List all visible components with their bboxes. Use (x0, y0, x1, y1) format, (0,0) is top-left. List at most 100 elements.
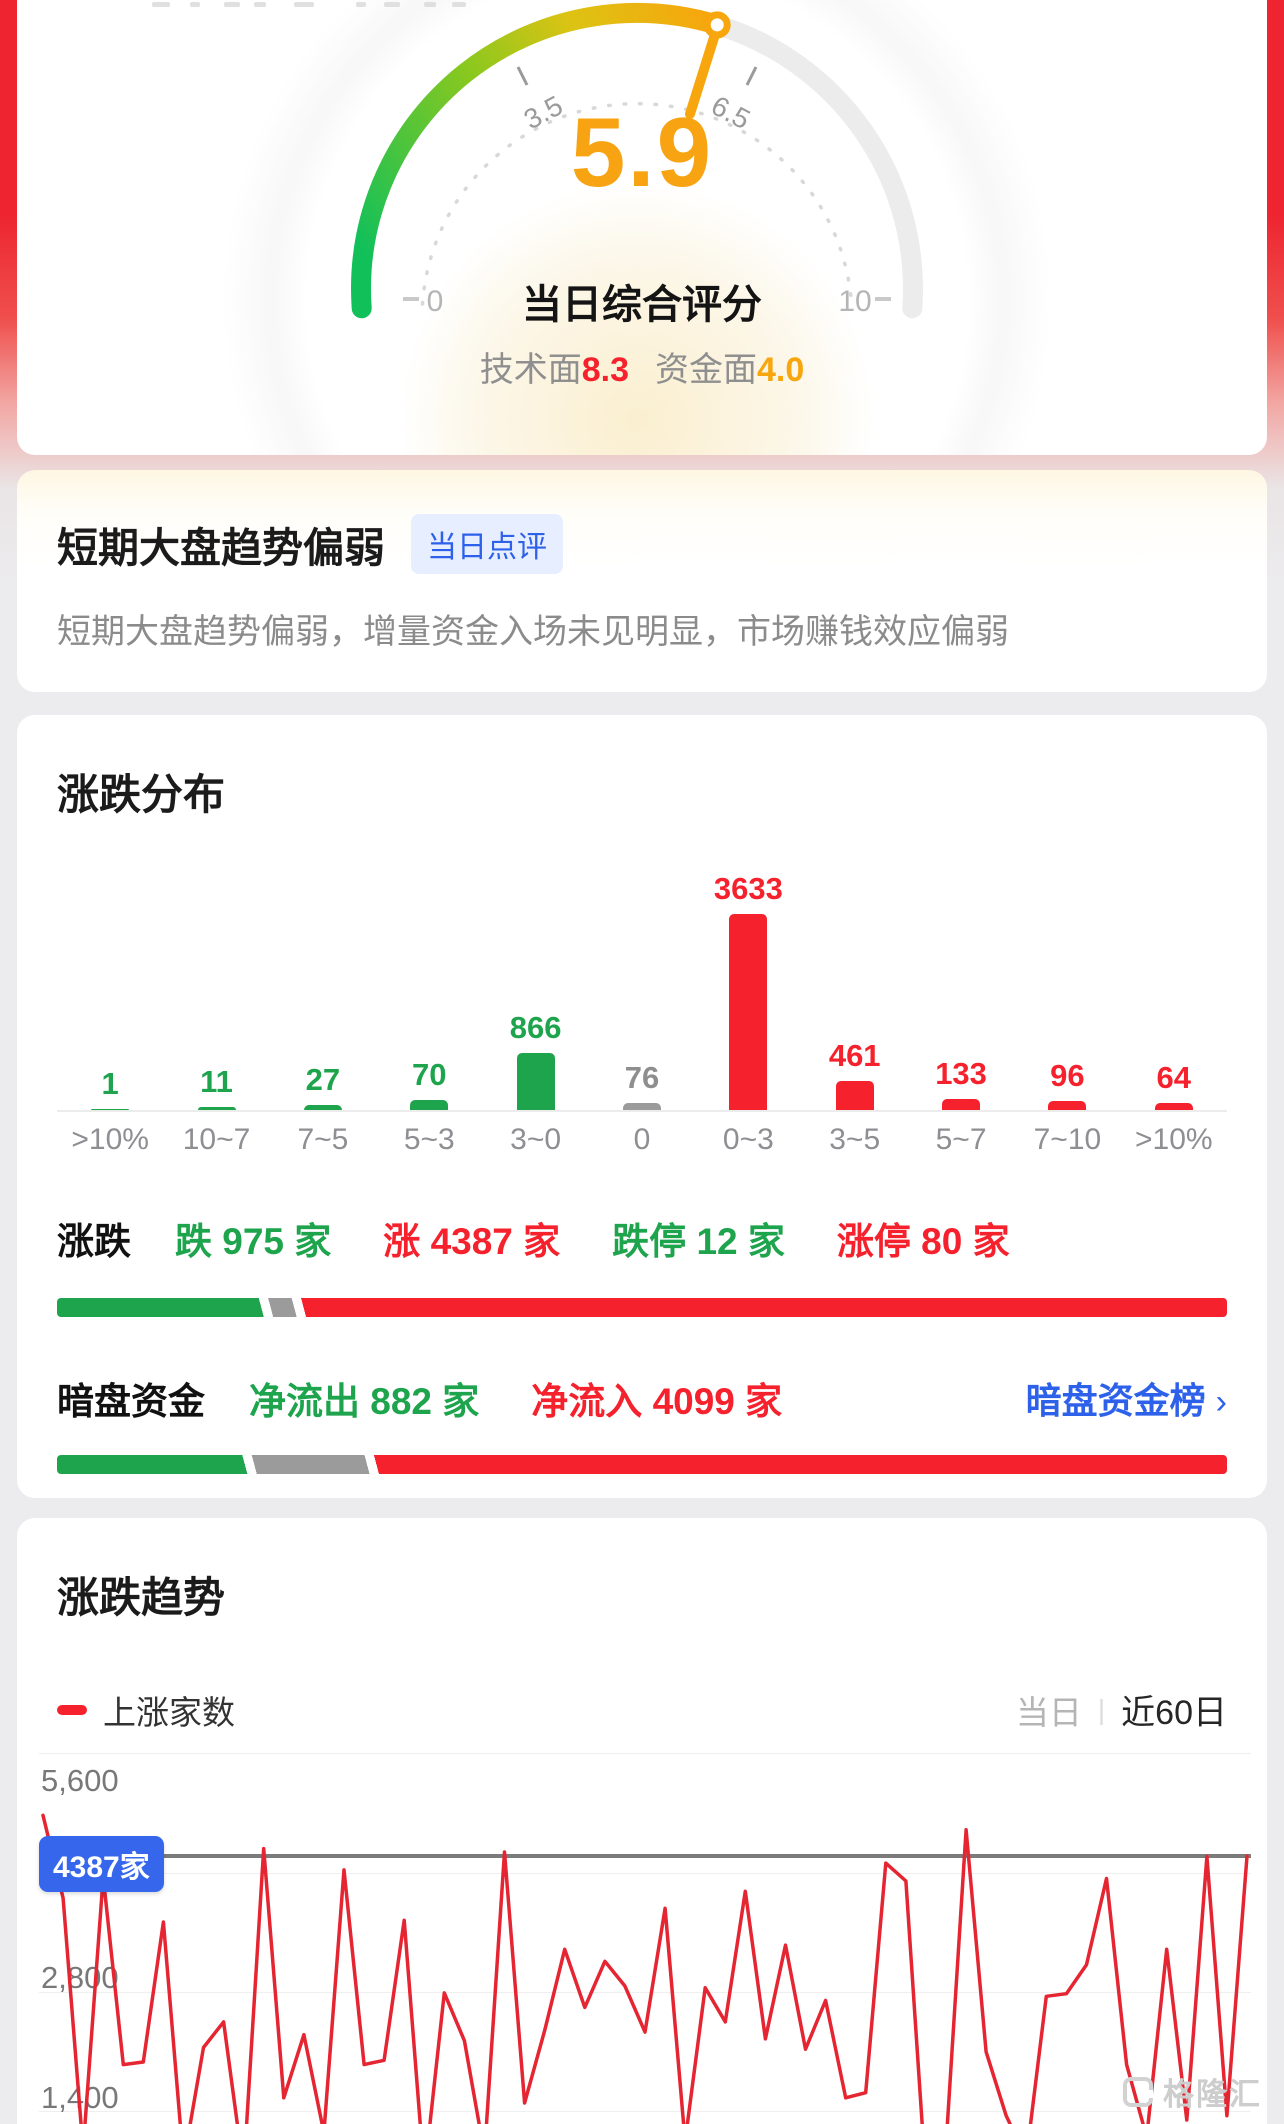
clipped-header-fragments (152, 2, 466, 7)
current-value-line (145, 1854, 1251, 1858)
gauge-value-arc (351, 3, 728, 319)
bar (835, 1081, 874, 1110)
trend-legend-row: 上涨家数 当日 | 近60日 (57, 1685, 1227, 1734)
bar-column: 3633 (695, 871, 801, 1110)
dark-pool-label: 暗盘资金 (57, 1381, 205, 1422)
score-gauge-card: 3.5 6.5 0 10 5.9 当日综合评分 技术面8.3 资金面4.0 (17, 0, 1267, 455)
bar-value: 11 (200, 1064, 233, 1099)
bar-value: 76 (624, 1060, 660, 1095)
fund-label: 资金面 (655, 351, 757, 389)
bar-category-label: 10~7 (182, 1123, 251, 1156)
composite-score-value: 5.9 (570, 97, 714, 207)
stat-item: 净流入 4099 家 (531, 1381, 783, 1422)
updown-stats-row: 涨跌 跌 975 家 涨 4387 家 跌停 12 家 涨停 80 家 (57, 1211, 1227, 1265)
bar-column: 70 (376, 1057, 482, 1110)
updown-progress-bar (57, 1298, 1227, 1317)
bar-value: 96 (1050, 1058, 1085, 1093)
stat-item: 跌 975 家 (175, 1221, 332, 1262)
bar-value: 3633 (713, 871, 783, 906)
gauge-tick-6-5 (745, 66, 758, 86)
bar (410, 1100, 449, 1110)
bar-value: 64 (1156, 1060, 1192, 1095)
bar-column: 96 (1014, 1058, 1120, 1110)
dark-pool-rank-link[interactable]: 暗盘资金榜 › (1025, 1380, 1227, 1421)
daily-comment-card: 短期大盘趋势偏弱 当日点评 短期大盘趋势偏弱，增量资金入场未见明显，市场赚钱效应… (17, 470, 1267, 692)
bar (516, 1053, 555, 1110)
bar-category-label: 5~7 (935, 1123, 987, 1156)
gauge-glow (17, 0, 1267, 455)
bar (1154, 1103, 1193, 1110)
stat-item: 净流出 882 家 (249, 1381, 480, 1422)
tab-separator: | (1097, 1693, 1106, 1725)
gauge-needle-dot (703, 11, 731, 39)
tab-today[interactable]: 当日 (1015, 1693, 1082, 1731)
y-tick-2800: 2,800 (41, 1960, 119, 1995)
range-tabs: 当日 | 近60日 (1016, 1685, 1227, 1734)
trend-title: 涨跌趋势 (57, 1574, 226, 1621)
gauge-max-label: 10 (838, 285, 871, 318)
bar (197, 1107, 236, 1110)
bar (729, 914, 768, 1110)
bar-column: 76 (589, 1060, 695, 1110)
distribution-axis (57, 1110, 1227, 1112)
fund-value: 4.0 (757, 351, 805, 389)
daily-comment-badge: 当日点评 (411, 514, 563, 574)
bar-column: 866 (482, 1010, 588, 1110)
bar-column: 11 (163, 1064, 269, 1110)
comment-header: 短期大盘趋势偏弱 当日点评 (57, 514, 1227, 574)
bar (303, 1105, 342, 1110)
tech-value: 8.3 (581, 351, 629, 389)
current-value-badge: 4387家 (39, 1836, 164, 1892)
y-tick-5600: 5,600 (41, 1763, 119, 1798)
gridline-4200 (39, 1873, 1251, 1874)
bar-category-label: 3~5 (829, 1123, 881, 1156)
updown-trend-card: 涨跌趋势 上涨家数 当日 | 近60日 5,600 2,800 1,400 (17, 1518, 1267, 2124)
bar-category-label: 3~0 (510, 1123, 562, 1156)
stat-item: 涨 4387 家 (383, 1221, 561, 1262)
dark-pool-stats-row: 暗盘资金 净流出 882 家 净流入 4099 家 暗盘资金榜 › (57, 1371, 1227, 1425)
bar-category-label: >10% (71, 1123, 149, 1156)
distribution-title: 涨跌分布 (57, 771, 226, 818)
bar-category-label: 0 (633, 1123, 651, 1156)
gauge-needle (685, 23, 722, 119)
updown-label: 涨跌 (57, 1221, 131, 1262)
updown-distribution-card: 涨跌分布 1 11 27 70 866 76 3633 461 133 96 64 >10% 10~7… (17, 715, 1267, 1498)
bar-category-label: 7~5 (297, 1123, 349, 1156)
tab-60days[interactable]: 近60日 (1121, 1694, 1227, 1732)
advancers-line (41, 1813, 1249, 2124)
bar-value: 27 (305, 1062, 341, 1097)
dark-pool-progress-bar (57, 1455, 1227, 1474)
bar-column: 1 (57, 1066, 163, 1110)
bar-column: 27 (270, 1062, 376, 1110)
bar-value: 70 (412, 1057, 447, 1092)
watermark-text: 格隆汇 (1163, 2077, 1262, 2112)
chevron-right-icon: › (1215, 1383, 1227, 1421)
stat-item: 涨停 80 家 (836, 1221, 1010, 1262)
bar-column: 133 (908, 1056, 1014, 1110)
gauge-track-arc (707, 14, 923, 319)
bar-category-label: 5~3 (403, 1123, 455, 1156)
bar (622, 1103, 661, 1110)
trend-legend-label: 上涨家数 (103, 1693, 235, 1731)
stat-item: 跌停 12 家 (612, 1221, 785, 1262)
bar (1048, 1101, 1087, 1110)
composite-score-label: 当日综合评分 (522, 283, 762, 327)
bar (91, 1109, 130, 1110)
trend-line-svg (41, 1813, 1249, 2124)
gridline-5600 (39, 1753, 1251, 1754)
bar-value: 461 (828, 1038, 881, 1073)
bar-value: 866 (509, 1010, 562, 1045)
content-column: 3.5 6.5 0 10 5.9 当日综合评分 技术面8.3 资金面4.0 短期大… (17, 0, 1267, 2124)
watermark: 格隆汇 (1123, 2069, 1262, 2114)
bar-category-label: 0~3 (722, 1123, 774, 1156)
bar-category-label: 7~10 (1033, 1123, 1102, 1156)
gridline-2800 (39, 1992, 1251, 1993)
score-breakdown: 技术面8.3 资金面4.0 (17, 342, 1267, 391)
comment-title: 短期大盘趋势偏弱 (57, 525, 385, 571)
distribution-bars: 1 11 27 70 866 76 3633 461 133 96 64 (57, 871, 1227, 1110)
legend-dash-icon (57, 1704, 87, 1715)
distribution-labels: >10% 10~7 7~5 5~3 3~0 0 0~3 3~5 5~7 7~10 >10% (57, 1123, 1227, 1157)
bar (942, 1099, 981, 1110)
gridline-1400 (39, 2111, 1251, 2112)
